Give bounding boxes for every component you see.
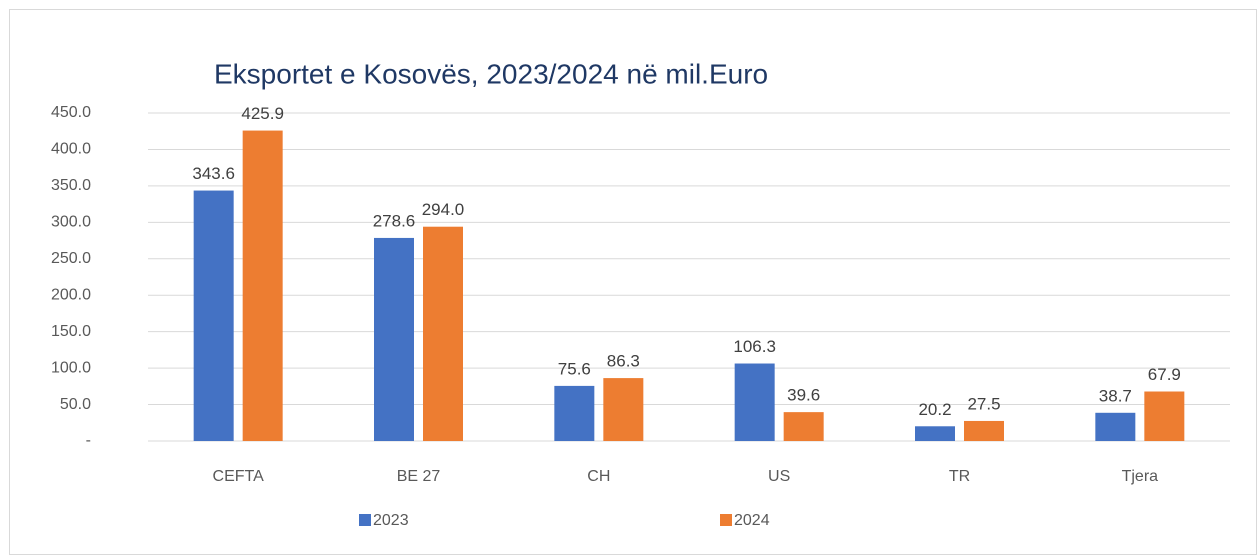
bar [193, 190, 234, 441]
data-label: 278.6 [373, 211, 416, 230]
bar [554, 385, 595, 441]
x-tick-label: CH [587, 468, 610, 485]
bar [603, 378, 644, 441]
legend-label: 2024 [734, 512, 770, 529]
chart-title: Eksportet e Kosovës, 2023/2024 në mil.Eu… [214, 58, 768, 89]
bar [915, 426, 955, 441]
bar [783, 412, 824, 441]
legend-swatch [720, 514, 732, 526]
y-tick-label: 350.0 [51, 177, 91, 194]
bar [423, 226, 463, 441]
data-label: 343.6 [192, 164, 235, 183]
y-tick-label: 400.0 [51, 141, 91, 158]
x-tick-label: US [768, 468, 790, 485]
data-label: 294.0 [422, 200, 465, 219]
y-tick-label: 450.0 [51, 104, 91, 121]
x-tick-label: CEFTA [213, 468, 265, 485]
x-tick-label: TR [949, 468, 970, 485]
y-tick-label: 200.0 [51, 286, 91, 303]
data-label: 67.9 [1148, 365, 1181, 384]
bar [242, 130, 283, 441]
legend-swatch [359, 514, 371, 526]
data-label: 27.5 [967, 394, 1000, 413]
x-tick-label: BE 27 [397, 468, 441, 485]
y-tick-label: 100.0 [51, 359, 91, 376]
y-tick-label: 250.0 [51, 250, 91, 267]
bar [964, 420, 1004, 441]
x-tick-label: Tjera [1122, 468, 1159, 485]
bar [374, 237, 414, 441]
bar [1095, 412, 1136, 441]
y-tick-label: 150.0 [51, 323, 91, 340]
data-label: 425.9 [241, 104, 284, 123]
bar [734, 363, 775, 441]
y-tick-label: - [86, 432, 91, 449]
bar [1144, 391, 1185, 441]
data-label: 39.6 [787, 386, 820, 405]
data-label: 20.2 [918, 400, 951, 419]
data-label: 86.3 [607, 352, 640, 371]
y-tick-label: 300.0 [51, 214, 91, 231]
data-label: 75.6 [558, 359, 591, 378]
y-tick-label: 50.0 [60, 396, 91, 413]
data-label: 106.3 [733, 337, 776, 356]
legend-label: 2023 [373, 512, 409, 529]
data-label: 38.7 [1099, 386, 1132, 405]
